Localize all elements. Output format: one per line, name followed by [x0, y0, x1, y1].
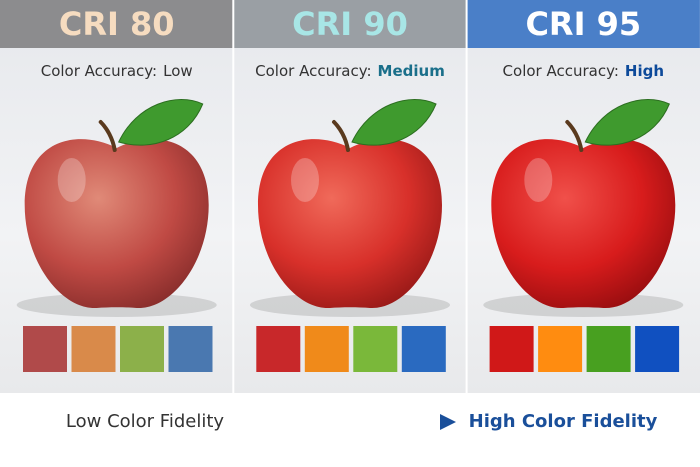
apple-stem	[565, 120, 584, 152]
color-swatch	[401, 326, 446, 372]
accuracy-label: Color Accuracy: Medium	[255, 62, 445, 80]
apple-leaf	[117, 99, 204, 146]
panel-header	[466, 0, 700, 48]
apple-highlight	[524, 158, 553, 202]
footer-right: High Color Fidelity	[469, 411, 658, 432]
apple-highlight	[291, 158, 319, 202]
color-swatch	[304, 326, 349, 372]
apple-leaf	[351, 99, 437, 146]
accuracy-caption: Color Accuracy:	[503, 62, 619, 80]
panel-title: CRI 95	[525, 5, 641, 43]
color-swatch	[635, 326, 680, 372]
accuracy-caption: Color Accuracy:	[41, 62, 157, 80]
color-swatch	[538, 326, 583, 372]
panel-header	[0, 0, 234, 48]
accuracy-level: Medium	[378, 62, 445, 80]
footer-band	[0, 393, 700, 467]
panel-header	[233, 0, 467, 48]
color-swatch	[23, 326, 67, 372]
apple-leaf	[584, 99, 670, 146]
footer-left: Low Color Fidelity	[66, 411, 224, 432]
accuracy-label: Color Accuracy: Low	[41, 62, 193, 80]
apple	[258, 139, 442, 309]
color-swatch	[489, 326, 534, 372]
accuracy-level: Low	[163, 62, 193, 80]
color-swatch	[168, 326, 213, 372]
apple	[491, 139, 676, 309]
apple	[24, 139, 209, 309]
apple-highlight	[57, 158, 86, 202]
apple-stem	[98, 120, 117, 152]
panel-title: CRI 80	[59, 5, 175, 43]
arrow-head	[440, 414, 456, 430]
color-swatch	[353, 326, 398, 372]
color-swatch	[120, 326, 164, 372]
color-swatch	[71, 326, 116, 372]
accuracy-caption: Color Accuracy:	[255, 62, 371, 80]
accuracy-label: Color Accuracy: High	[503, 62, 665, 80]
panel-title: CRI 90	[292, 5, 408, 43]
accuracy-level: High	[625, 62, 664, 80]
color-swatch	[256, 326, 301, 372]
apple-stem	[332, 120, 350, 152]
color-swatch	[586, 326, 631, 372]
